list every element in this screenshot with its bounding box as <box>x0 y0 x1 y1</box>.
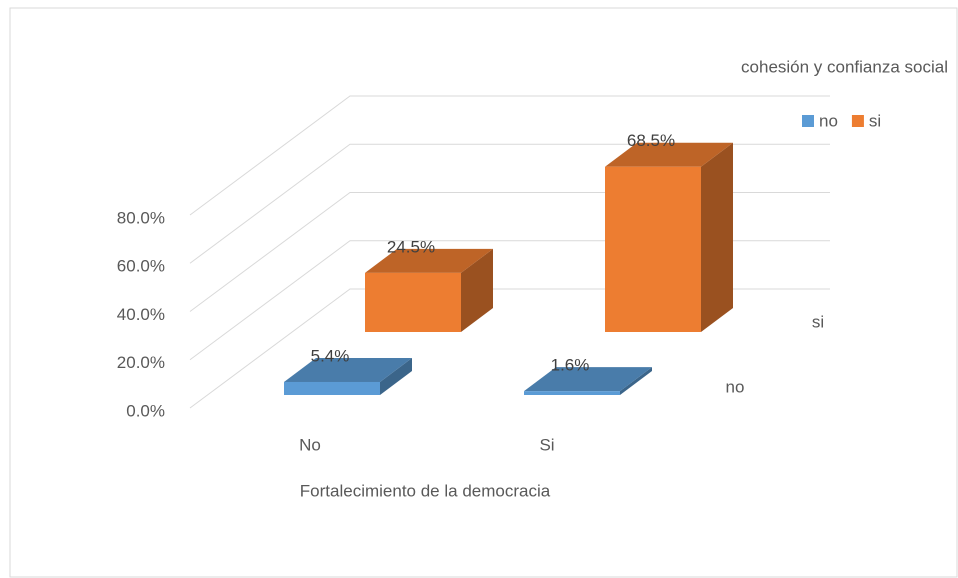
legend-swatch <box>851 115 864 127</box>
legend-swatch <box>802 115 814 127</box>
bar-side <box>380 357 412 395</box>
bar-top <box>365 248 493 273</box>
bar <box>284 381 380 395</box>
legend-label: no <box>819 111 838 130</box>
x-tick-label: Si <box>539 435 554 454</box>
bar-side <box>461 248 493 332</box>
x-axis-title: Fortalecimiento de la democracia <box>300 481 551 500</box>
bar-top <box>284 357 412 382</box>
bar-top <box>605 142 733 167</box>
x-tick-label: No <box>299 435 321 454</box>
bar-top <box>524 367 652 392</box>
bar-side <box>701 142 733 332</box>
bar <box>605 166 701 332</box>
bar <box>524 391 620 395</box>
legend-title: cohesión y confianza social <box>741 57 948 76</box>
value-label: 5.4% <box>311 346 350 365</box>
y-tick-label: 80.0% <box>117 208 165 227</box>
y-tick-label: 20.0% <box>117 353 165 372</box>
legend-label: si <box>869 111 881 130</box>
bar-side <box>620 367 652 395</box>
value-label: 1.6% <box>551 356 590 375</box>
y-tick-label: 40.0% <box>117 305 165 324</box>
bar <box>365 272 461 332</box>
y-tick-label: 60.0% <box>117 257 165 276</box>
depth-label: no <box>726 377 745 396</box>
value-label: 24.5% <box>387 237 435 256</box>
y-tick-label: 0.0% <box>126 401 165 420</box>
value-label: 68.5% <box>627 131 675 150</box>
grid-line <box>189 95 830 216</box>
depth-label: si <box>812 312 824 331</box>
